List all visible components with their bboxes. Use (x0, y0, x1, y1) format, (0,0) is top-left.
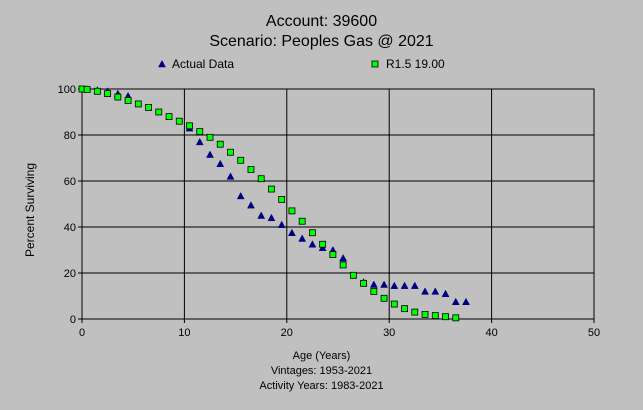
r1-5-curve-point (390, 300, 398, 308)
r1-5-curve-point (186, 122, 193, 130)
r1-5-curve-point (114, 93, 122, 101)
x-axis-label: Age (Years) (292, 350, 351, 362)
x-tick-label: 30 (383, 327, 395, 339)
actual-data-point (277, 220, 286, 228)
r1-5-curve-point (175, 117, 183, 125)
legend-label-r1-5-19-00: R1.5 19.00 (386, 57, 445, 71)
actual-data-point (441, 289, 450, 297)
x-tick-label: 40 (485, 327, 497, 339)
actual-data-point (236, 191, 245, 200)
y-tick-label: 40 (64, 222, 76, 234)
r1-5-curve-point (452, 314, 460, 322)
r1-5-curve-point (93, 87, 101, 95)
r1-5-curve-point (278, 195, 286, 203)
x-tick-label: 0 (79, 327, 85, 339)
legend-label-actual-data: Actual Data (172, 57, 235, 71)
footer-vintages: Vintages: 1953-2021 (270, 365, 373, 377)
r1-5-curve-point (431, 312, 439, 319)
x-tick-label: 20 (281, 327, 293, 339)
y-tick-label: 20 (64, 268, 76, 280)
actual-data-point (390, 281, 399, 289)
r1-5-curve-point (288, 207, 296, 215)
actual-data-point (462, 297, 470, 305)
r1-5-curve-point (237, 156, 245, 164)
actual-data-point (267, 213, 276, 222)
actual-data-point (257, 211, 266, 219)
r1-5-curve-point (349, 271, 357, 279)
r1-5-curve-point (421, 310, 429, 318)
r1-5-curve-point (247, 166, 255, 173)
r1-5-curve-point (83, 86, 91, 93)
chart-subtitle: Scenario: Peoples Gas @ 2021 (209, 33, 434, 50)
r1-5-curve-point (155, 108, 163, 116)
r1-5-curve-point (134, 100, 142, 108)
actual-data-point (195, 137, 204, 146)
actual-data-point (451, 297, 460, 305)
actual-data-point (431, 287, 440, 295)
y-tick-label: 80 (64, 130, 76, 142)
actual-data-point (410, 281, 419, 289)
r1-5-curve-point (206, 133, 214, 141)
r1-5-curve-point (145, 104, 152, 111)
r1-5-curve-point (380, 294, 388, 302)
r1-5-curve-point (329, 251, 337, 259)
r1-5-curve-point (165, 113, 173, 120)
actual-data-point (298, 234, 307, 242)
r1-5-curve-point (401, 305, 408, 313)
actual-data-point (226, 172, 235, 180)
actual-data-point (400, 281, 409, 289)
actual-data-point (247, 201, 255, 209)
r1-5-curve-point (308, 229, 316, 237)
actual-data-point (288, 228, 296, 236)
r1-5-curve-point (257, 175, 265, 183)
r1-5-curve-point (360, 279, 368, 287)
r1-5-curve-point (227, 148, 234, 156)
y-tick-label: 100 (58, 84, 76, 96)
r1-5-curve-point (339, 261, 347, 269)
r1-5-curve-point (442, 313, 449, 321)
actual-data-point (380, 280, 388, 288)
r1-5-curve-point (319, 240, 327, 248)
chart-title: Account: 39600 (265, 13, 378, 30)
r1-5-curve-point (104, 90, 111, 97)
x-tick-label: 10 (178, 327, 190, 339)
y-tick-label: 60 (64, 176, 76, 188)
actual-data-point (421, 287, 429, 295)
r1-5-curve-point (196, 128, 204, 135)
actual-data-point (206, 150, 214, 158)
r1-5-curve-point (216, 140, 224, 148)
legend-marker-actual-data (158, 59, 166, 68)
footer-activity-years: Activity Years: 1983-2021 (259, 380, 384, 392)
r1-5-curve-point (268, 185, 275, 193)
actual-data-point (308, 240, 317, 248)
r1-5-curve-point (370, 287, 378, 295)
actual-data-point (216, 159, 225, 167)
plot-area-border (81, 88, 595, 320)
r1-5-curve-point (411, 308, 419, 316)
legend-marker-r1-5-19-00 (371, 60, 379, 68)
y-tick-label: 0 (70, 314, 76, 326)
x-tick-label: 50 (588, 327, 600, 339)
r1-5-curve-point (298, 217, 306, 225)
actual-data-point (369, 280, 378, 288)
actual-data-point (339, 254, 348, 262)
r1-5-curve-point (124, 97, 132, 104)
